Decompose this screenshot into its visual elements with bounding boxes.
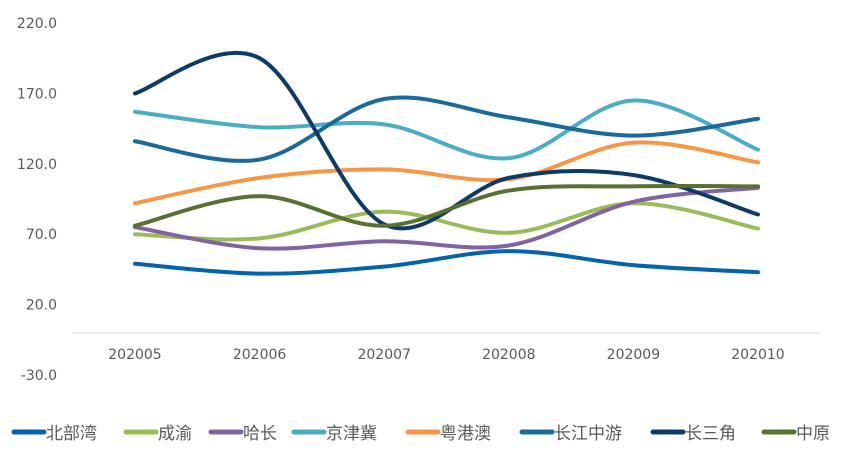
series-line-4 <box>133 140 760 206</box>
legend-item: 粤港澳 <box>405 424 491 444</box>
series-line-1 <box>133 201 760 242</box>
legend-label: 京津冀 <box>326 424 377 444</box>
y-tick-label: -30.0 <box>21 368 57 384</box>
legend-item: 北部湾 <box>11 424 97 444</box>
legend-label: 中原 <box>796 424 830 444</box>
x-axis: 202005 202006 202007 202008 202009 202010 <box>108 347 784 363</box>
series-line-5 <box>133 95 760 163</box>
y-tick-label: 220.0 <box>17 16 57 32</box>
legend-item: 中原 <box>761 424 830 444</box>
legend-label: 成渝 <box>158 424 192 444</box>
legend-label: 长江中游 <box>554 424 622 444</box>
x-tick-label: 202009 <box>607 347 660 363</box>
series-line-3 <box>133 98 760 161</box>
legend-label: 北部湾 <box>46 424 97 444</box>
series-line-7 <box>133 184 760 228</box>
series-line-6 <box>133 50 760 231</box>
x-tick-label: 202008 <box>482 347 535 363</box>
legend-label: 长三角 <box>685 424 736 444</box>
y-axis: 220.0 170.0 120.0 70.0 20.0 -30.0 <box>17 16 57 384</box>
y-tick-label: 20.0 <box>26 298 57 314</box>
legend-item: 京津冀 <box>291 424 377 444</box>
legend: 北部湾 成渝 哈长 京津冀 粤港澳 长江中游 长三角 中原 <box>11 424 830 444</box>
x-tick-label: 202007 <box>357 347 410 363</box>
legend-label: 粤港澳 <box>440 424 491 444</box>
y-tick-label: 170.0 <box>17 86 57 102</box>
series-line-2 <box>133 185 760 251</box>
x-tick-label: 202010 <box>731 347 784 363</box>
legend-label: 哈长 <box>243 424 277 444</box>
legend-item: 哈长 <box>208 424 277 444</box>
series-line-0 <box>133 249 760 276</box>
y-tick-label: 70.0 <box>26 227 57 243</box>
legend-item: 长江中游 <box>519 424 622 444</box>
legend-item: 成渝 <box>123 424 192 444</box>
legend-item: 长三角 <box>650 424 736 444</box>
series-lines <box>133 50 760 276</box>
y-tick-label: 120.0 <box>17 157 57 173</box>
x-tick-label: 202005 <box>108 347 161 363</box>
x-tick-label: 202006 <box>233 347 287 363</box>
